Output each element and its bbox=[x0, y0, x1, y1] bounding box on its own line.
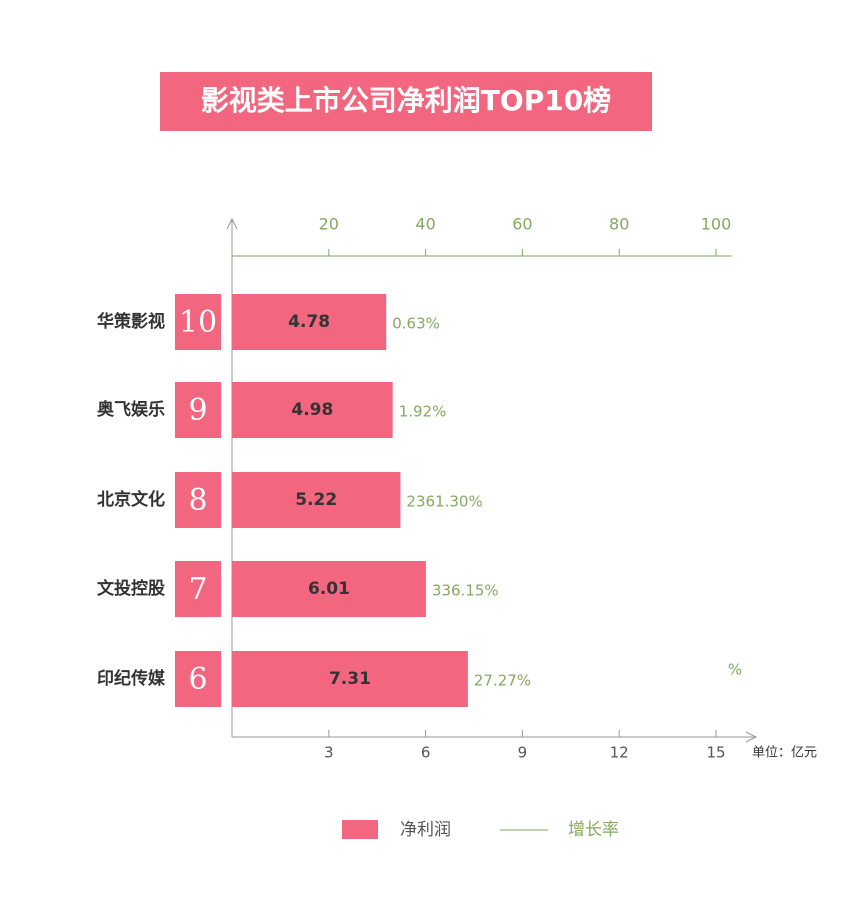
x-arrow bbox=[745, 731, 758, 743]
title-box bbox=[160, 72, 652, 131]
x-tick-label: 3 bbox=[324, 744, 334, 762]
legend-label: 增长率 bbox=[568, 820, 619, 840]
rank-box bbox=[175, 561, 221, 617]
rank-box bbox=[175, 382, 221, 438]
x2-tick-label: 40 bbox=[415, 215, 435, 234]
rank-label: 6 bbox=[188, 662, 207, 697]
bar bbox=[232, 472, 401, 528]
x2-unit: % bbox=[728, 661, 742, 679]
rank-label: 7 bbox=[188, 572, 207, 607]
x2-tick-label: 100 bbox=[701, 215, 732, 234]
rank-box bbox=[175, 651, 221, 707]
rank-label: 8 bbox=[188, 483, 207, 518]
legend-swatch bbox=[342, 820, 378, 839]
y-tick-label: 印纪传媒 bbox=[97, 668, 166, 689]
growth-label: 336.15% bbox=[432, 582, 499, 600]
y-arrow bbox=[226, 217, 238, 230]
x2-tick-label: 60 bbox=[512, 215, 532, 234]
y-tick-label: 奥飞娱乐 bbox=[97, 399, 165, 420]
growth-label: 0.63% bbox=[392, 315, 440, 333]
bar-value-label: 6.01 bbox=[308, 579, 350, 599]
x-unit: 单位：亿元 bbox=[752, 746, 817, 761]
x-tick-label: 6 bbox=[421, 744, 431, 762]
bar bbox=[232, 561, 426, 617]
bar bbox=[232, 294, 387, 350]
bar-value-label: 5.22 bbox=[295, 490, 337, 510]
rank-label: 9 bbox=[188, 393, 207, 428]
rank-box bbox=[175, 294, 221, 350]
rank-label: 10 bbox=[179, 305, 217, 340]
x-tick-label: 15 bbox=[706, 744, 725, 762]
growth-label: 2361.30% bbox=[406, 493, 482, 511]
legend-label: 净利润 bbox=[400, 820, 451, 840]
bar-value-label: 7.31 bbox=[329, 669, 371, 689]
x2-tick-label: 20 bbox=[319, 215, 339, 234]
y-tick-label: 文投控股 bbox=[97, 578, 165, 599]
growth-label: 1.92% bbox=[399, 403, 447, 421]
x2-tick-label: 80 bbox=[609, 215, 629, 234]
y-tick-label: 北京文化 bbox=[97, 489, 165, 510]
bar-value-label: 4.98 bbox=[291, 400, 333, 420]
bar-value-label: 4.78 bbox=[288, 312, 330, 332]
x-tick-label: 12 bbox=[610, 744, 629, 762]
x-tick-label: 9 bbox=[518, 744, 528, 762]
y-tick-label: 华策影视 bbox=[97, 311, 165, 332]
bar bbox=[232, 651, 468, 707]
bar bbox=[232, 382, 393, 438]
chart-title: 影视类上市公司净利润TOP10榜 bbox=[201, 84, 611, 117]
growth-label: 27.27% bbox=[474, 672, 531, 690]
rank-box bbox=[175, 472, 221, 528]
